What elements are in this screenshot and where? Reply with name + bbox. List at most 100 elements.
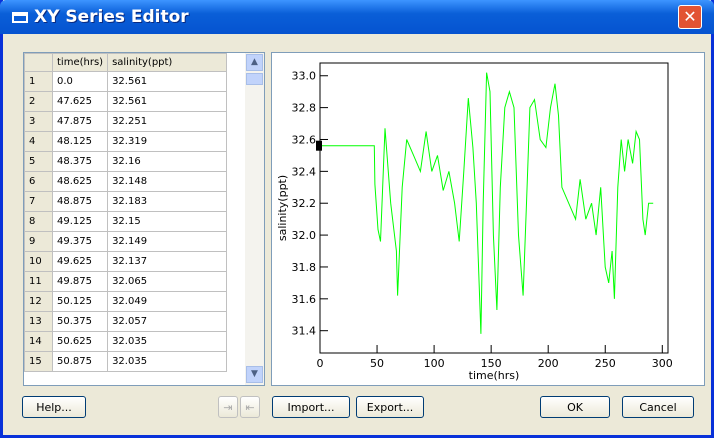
table-row: 4 48.125 32.319 xyxy=(24,131,228,152)
row-number: 14 xyxy=(24,331,53,352)
help-button[interactable]: Help... xyxy=(22,396,86,418)
close-button[interactable]: ✕ xyxy=(678,5,702,29)
ok-button[interactable]: OK xyxy=(540,396,610,418)
table-cell: 32.035 xyxy=(107,331,228,352)
table-cell: 50.875 xyxy=(51,351,109,372)
table-cell: 0.0 xyxy=(51,71,109,92)
row-number: 9 xyxy=(24,231,53,252)
table: time(hrs) salinity(ppt) 1 0.0 32.561 2 47.625 3… xyxy=(24,53,228,372)
export-button[interactable]: Export... xyxy=(356,396,424,418)
table-cell: 47.625 xyxy=(51,91,109,112)
x-axis-label: time(hrs) xyxy=(469,369,520,382)
table-row: 15 50.875 32.035 xyxy=(24,351,228,372)
table-row: 6 48.625 32.148 xyxy=(24,171,228,192)
row-number: 8 xyxy=(24,211,53,232)
table-row: 9 49.375 32.149 xyxy=(24,231,228,252)
window-title: XY Series Editor xyxy=(34,7,189,27)
table-cell: 32.049 xyxy=(107,291,228,312)
scroll-thumb[interactable] xyxy=(246,73,263,85)
x-tick-label: 200 xyxy=(538,357,559,370)
row-number: 6 xyxy=(24,171,53,192)
row-number: 3 xyxy=(24,111,53,132)
chart: 0 50 100 150 200 250 300 31.4 31.6 31.8 32.0 32.2 32… xyxy=(276,62,673,382)
y-tick-label: 33.0 xyxy=(292,70,317,83)
y-tick-label: 32.6 xyxy=(292,133,317,146)
row-number: 15 xyxy=(24,351,53,372)
table-cell: 48.375 xyxy=(51,151,109,172)
x-tick-label: 250 xyxy=(595,357,616,370)
y-tick-label: 32.2 xyxy=(292,197,317,210)
table-cell: 49.625 xyxy=(51,251,109,272)
x-tick-label: 150 xyxy=(481,357,502,370)
scroll-down[interactable]: ▼ xyxy=(246,366,263,383)
table-cell: 50.375 xyxy=(51,311,109,332)
table-cell: 32.15 xyxy=(107,211,228,232)
table-cell: 32.183 xyxy=(107,191,228,212)
icon-button[interactable]: ⇥ xyxy=(218,396,238,418)
x-tick-label: 0 xyxy=(317,357,324,370)
y-tick-label: 32.8 xyxy=(292,102,317,115)
scroll-up[interactable]: ▲ xyxy=(246,54,263,71)
title-bar: XY Series Editor ✕ xyxy=(0,0,714,34)
table-cell: 48.875 xyxy=(51,191,109,212)
table-cell: 47.875 xyxy=(51,111,109,132)
table-cell: 32.065 xyxy=(107,271,228,292)
row-number: 1 xyxy=(24,71,53,92)
y-axis-label: salinity(ppt) xyxy=(276,175,289,241)
table-cell: 32.137 xyxy=(107,251,228,272)
corner xyxy=(24,53,53,72)
table-cell: 32.149 xyxy=(107,231,228,252)
table-cell: 48.625 xyxy=(51,171,109,192)
table-cell: 48.125 xyxy=(51,131,109,152)
table-row: 2 47.625 32.561 xyxy=(24,91,228,112)
data-table: time(hrs) salinity(ppt) 1 0.0 32.561 2 47.625 3… xyxy=(23,52,265,386)
icon-button[interactable]: ⇤ xyxy=(240,396,260,418)
row-number: 4 xyxy=(24,131,53,152)
header-row: time(hrs) salinity(ppt) xyxy=(24,53,228,72)
table-row: 5 48.375 32.16 xyxy=(24,151,228,172)
row-number: 13 xyxy=(24,311,53,332)
y-tick-label: 31.8 xyxy=(292,261,317,274)
data-line xyxy=(320,72,654,334)
row-number: 7 xyxy=(24,191,53,212)
table-row: 8 49.125 32.15 xyxy=(24,211,228,232)
table-cell: 32.319 xyxy=(107,131,228,152)
table-cell: 50.125 xyxy=(51,291,109,312)
x-tick-label: 300 xyxy=(652,357,673,370)
row-number: 5 xyxy=(24,151,53,172)
table-cell: 32.561 xyxy=(107,71,228,92)
cancel-button[interactable]: Cancel xyxy=(622,396,694,418)
selected-point xyxy=(316,140,322,151)
table-cell: 32.148 xyxy=(107,171,228,192)
x-tick-label: 50 xyxy=(370,357,384,370)
table-cell: 49.125 xyxy=(51,211,109,232)
row-number: 12 xyxy=(24,291,53,312)
chart-panel: 0 50 100 150 200 250 300 31.4 31.6 31.8 32.0 32.2 32… xyxy=(271,52,705,386)
table-row: 11 49.875 32.065 xyxy=(24,271,228,292)
row-number: 2 xyxy=(24,91,53,112)
plot-area xyxy=(319,62,669,354)
table-cell: 32.16 xyxy=(107,151,228,172)
y-tick-label: 31.6 xyxy=(292,293,317,306)
row-number: 11 xyxy=(24,271,53,292)
table-cell: 32.035 xyxy=(107,351,228,372)
table-row: 7 48.875 32.183 xyxy=(24,191,228,212)
table-row: 13 50.375 32.057 xyxy=(24,311,228,332)
import-button[interactable]: Import... xyxy=(272,396,350,418)
table-row: 3 47.875 32.251 xyxy=(24,111,228,132)
table-row: 10 49.625 32.137 xyxy=(24,251,228,272)
table-row: 1 0.0 32.561 xyxy=(24,71,228,92)
column-header: time(hrs) xyxy=(51,53,109,72)
y-tick-label: 32.0 xyxy=(292,229,317,242)
y-tick-label: 32.4 xyxy=(292,165,317,178)
table-cell: 49.875 xyxy=(51,271,109,292)
window-icon xyxy=(12,12,28,23)
column-header: salinity(ppt) xyxy=(107,53,228,72)
y-tick-label: 31.4 xyxy=(292,325,317,338)
table-row: 12 50.125 32.049 xyxy=(24,291,228,312)
table-row: 14 50.625 32.035 xyxy=(24,331,228,352)
scrollbar[interactable]: ▲ ▼ xyxy=(245,53,264,385)
table-cell: 32.251 xyxy=(107,111,228,132)
table-cell: 50.625 xyxy=(51,331,109,352)
